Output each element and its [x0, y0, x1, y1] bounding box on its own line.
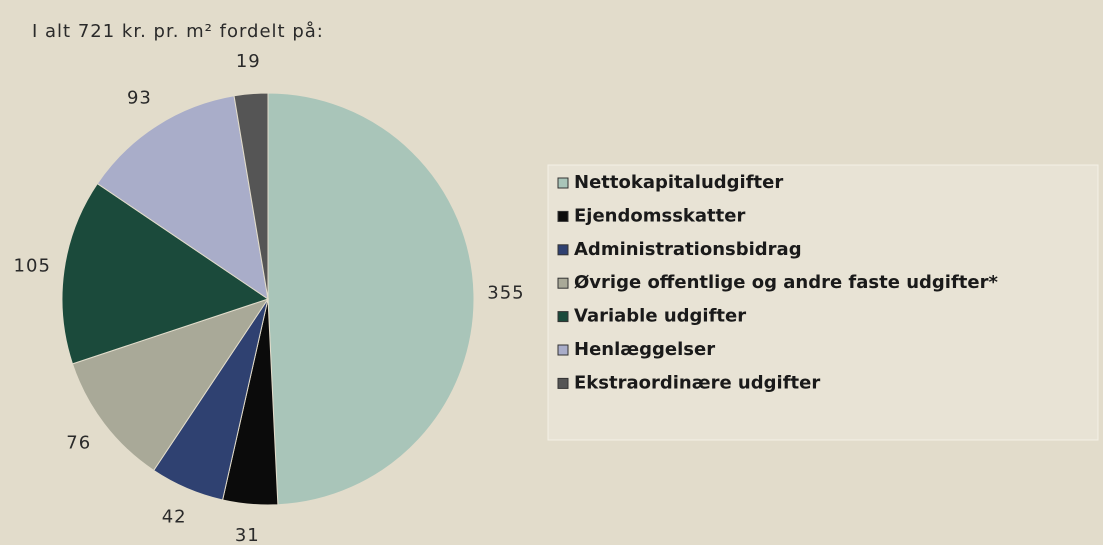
- pie-slice: [61, 182, 270, 365]
- slice-label: 105: [14, 255, 51, 276]
- legend-swatch: [557, 277, 569, 289]
- legend-swatch: [557, 177, 569, 189]
- slice-label: 355: [487, 282, 524, 303]
- legend-label: Administrationsbidrag: [574, 239, 802, 260]
- pie-slice: [233, 92, 269, 300]
- legend-label: Ekstraordinære udgifter: [574, 372, 820, 393]
- slice-label: 93: [127, 88, 152, 109]
- legend-swatch: [557, 311, 569, 323]
- legend-label: Ejendomsskatter: [574, 205, 745, 226]
- chart-title: I alt 721 kr. pr. m² fordelt på:: [32, 21, 324, 42]
- legend-box: [547, 164, 1099, 441]
- pie-slice: [96, 95, 269, 301]
- legend-swatch: [557, 377, 569, 389]
- slice-label: 76: [66, 432, 91, 453]
- legend-swatch: [557, 344, 569, 356]
- legend-swatch: [557, 210, 569, 222]
- legend-label: Nettokapitaludgifter: [574, 172, 783, 193]
- slice-label: 42: [162, 507, 187, 528]
- slice-label: 31: [235, 525, 260, 545]
- pie-slice: [71, 298, 270, 472]
- legend-label: Øvrige offentlige og andre faste udgifte…: [574, 272, 998, 293]
- pie-slice: [267, 92, 475, 506]
- legend-swatch: [557, 244, 569, 256]
- slice-label: 19: [236, 51, 261, 72]
- legend-label: Variable udgifter: [574, 306, 746, 327]
- legend-label: Henlæggelser: [574, 339, 715, 360]
